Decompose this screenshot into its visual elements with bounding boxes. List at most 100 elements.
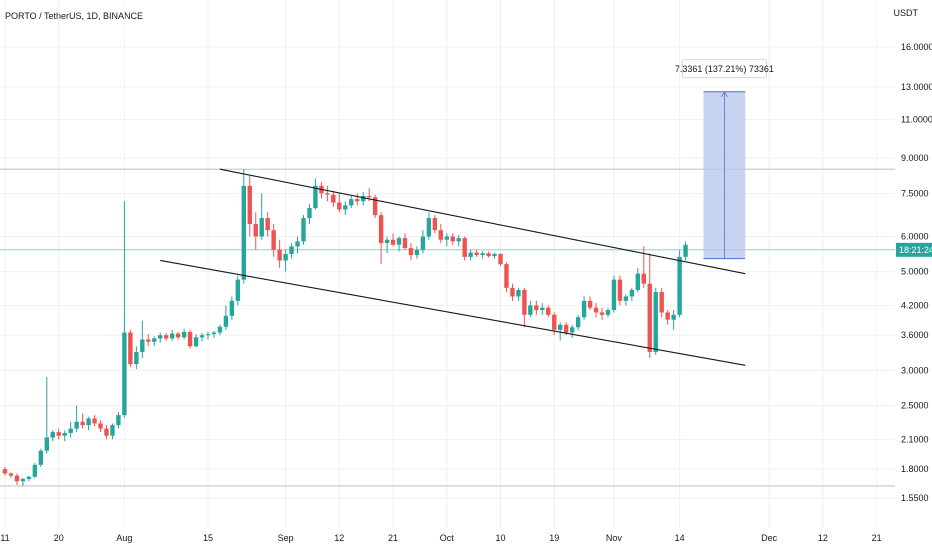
candle-body [409, 248, 413, 255]
candle-body [248, 186, 252, 224]
x-tick-label: 20 [54, 533, 64, 543]
candle-body [642, 274, 646, 284]
candle-body [355, 199, 359, 201]
candle-body [492, 254, 496, 256]
candle-body [421, 236, 425, 249]
candle-body [367, 196, 371, 197]
candle-body [451, 236, 455, 241]
candle-body [677, 257, 681, 315]
y-tick-label: 1.8000 [901, 464, 929, 474]
candle-body [337, 203, 341, 210]
candle-body [588, 301, 592, 308]
candle-body [164, 335, 168, 338]
candle-body [582, 301, 586, 317]
x-tick-label: 19 [549, 533, 559, 543]
candle-body [474, 253, 478, 255]
y-tick-label: 9.0000 [901, 153, 929, 163]
candle-body [606, 310, 610, 315]
candle-body [439, 230, 443, 240]
candle-body [3, 469, 7, 473]
candle-body [170, 334, 174, 339]
candle-body [92, 418, 96, 423]
y-tick-label: 11.0000 [901, 114, 932, 124]
candle-body [654, 292, 658, 352]
candle-body [594, 308, 598, 313]
candle-body [182, 332, 186, 337]
candle-body [510, 288, 514, 297]
candle-body [307, 208, 311, 218]
candle-body [200, 335, 204, 337]
horizontal-levels [0, 169, 895, 486]
candle-body [558, 325, 562, 330]
candle-body [80, 422, 84, 425]
candle-body [57, 432, 61, 436]
candle-body [630, 290, 634, 296]
candle-body [385, 240, 389, 243]
candle-body [104, 429, 108, 436]
candle-body [39, 451, 43, 465]
candle-body [15, 476, 19, 482]
candle-body [194, 337, 198, 346]
candle-body [552, 315, 556, 330]
candle-body [486, 253, 490, 256]
candle-body [33, 465, 37, 477]
candle-body [45, 437, 49, 450]
candle-body [576, 317, 580, 327]
candle-body [230, 301, 234, 316]
x-tick-label: 14 [675, 533, 685, 543]
measure-label: 7.3361 (137.21%) 73361 [675, 64, 774, 74]
candle-body [134, 352, 138, 364]
candle-body [289, 246, 293, 254]
candle-body [636, 274, 640, 290]
candle-body [74, 422, 78, 429]
x-tick-label: Nov [606, 533, 623, 543]
candle-body [427, 218, 431, 236]
candle-body [498, 254, 502, 264]
candle-body [361, 196, 365, 201]
candle-body [528, 305, 532, 314]
candle-body [236, 280, 240, 301]
candle-body [265, 218, 269, 230]
price-axis[interactable]: 16.0000 13.0000 11.0000 9.0000 7.5000 6.0000 5… [896, 42, 932, 503]
y-tick-label: 7.5000 [901, 188, 929, 198]
current-price-label: 18:21:24 [899, 245, 932, 255]
candle-body [116, 415, 120, 425]
x-tick-label: 12 [818, 533, 828, 543]
candle-body [415, 250, 419, 255]
candle-body [618, 280, 622, 301]
candle-body [98, 423, 102, 428]
candle-body [146, 340, 150, 342]
candle-body [68, 429, 72, 433]
candle-body [624, 296, 628, 300]
candle-body [218, 327, 222, 333]
candle-body [206, 334, 210, 335]
y-tick-label: 5.0000 [901, 267, 929, 277]
time-axis[interactable]: 11 20 Aug 15 Sep 12 21 Oct 10 19 Nov 14 Dec 12 21 [0, 533, 881, 543]
x-tick-label: Aug [116, 533, 132, 543]
candle-body [349, 199, 353, 205]
candle-body [152, 338, 156, 341]
candles [3, 169, 688, 486]
candle-body [128, 333, 132, 365]
candle-body [283, 254, 287, 260]
candle-body [546, 308, 550, 315]
candle-body [110, 425, 114, 436]
y-tick-label: 2.5000 [901, 401, 929, 411]
candle-body [224, 316, 228, 327]
measure-box[interactable]: 7.3361 (137.21%) 73361 [675, 60, 774, 259]
x-tick-label: 21 [388, 533, 398, 543]
candle-body [122, 333, 126, 416]
candle-body [648, 284, 652, 352]
candle-body [480, 253, 484, 255]
y-tick-label: 4.2000 [901, 300, 929, 310]
x-tick-label: 12 [334, 533, 344, 543]
candle-body [313, 186, 317, 208]
y-tick-label: 2.1000 [901, 434, 929, 444]
candle-body [397, 238, 401, 245]
candle-body [612, 280, 616, 310]
candle-body [457, 238, 461, 241]
y-tick-label: 16.0000 [901, 42, 932, 52]
y-tick-label: 3.6000 [901, 330, 929, 340]
y-tick-label: 13.0000 [901, 82, 932, 92]
